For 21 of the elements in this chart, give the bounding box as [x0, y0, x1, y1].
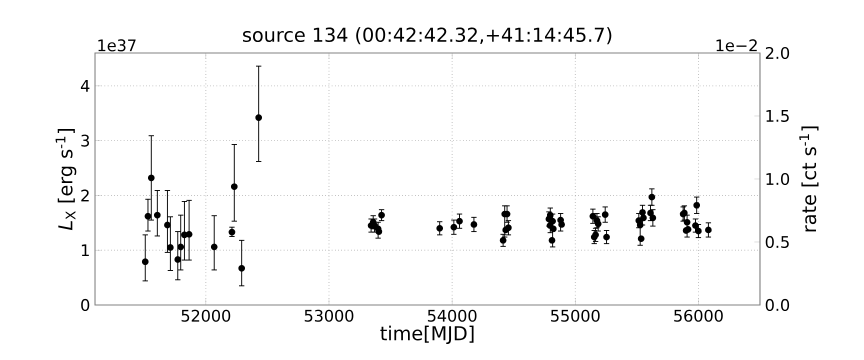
- y2-tick-label: 1.5: [766, 110, 789, 122]
- y-tick-label: 1: [82, 244, 89, 256]
- y2-tick-label: 2.0: [766, 46, 790, 60]
- y-axis-title: L$_{X}$ [erg s$^{-1}$]: [56, 129, 76, 230]
- x-tick-label: 53000: [304, 310, 354, 322]
- chart-title: source 134 (00:42:42.32,+41:14:45.7): [243, 27, 612, 44]
- y2-axis-title: rate [ct s$^{-1}$]: [799, 126, 819, 232]
- y2-tick-label: 1.0: [766, 172, 790, 186]
- y-tick-label: 4: [80, 80, 90, 92]
- y2-tick-label: 0.5: [766, 236, 789, 248]
- x-axis-title: time[MJD]: [380, 326, 474, 344]
- x-tick-label: 52000: [182, 310, 230, 322]
- text: 1e−2: [716, 39, 757, 52]
- y-tick-label: 0: [81, 298, 90, 312]
- text: 1e37: [98, 39, 136, 52]
- y-tick-label: 3: [81, 134, 90, 147]
- y-tick-label: 2: [81, 189, 89, 202]
- x-tick-label: 54000: [428, 310, 476, 322]
- x-tick-label: 56000: [674, 310, 723, 322]
- y2-tick-label: 0.0: [766, 298, 790, 312]
- x-tick-label: 55000: [551, 310, 600, 322]
